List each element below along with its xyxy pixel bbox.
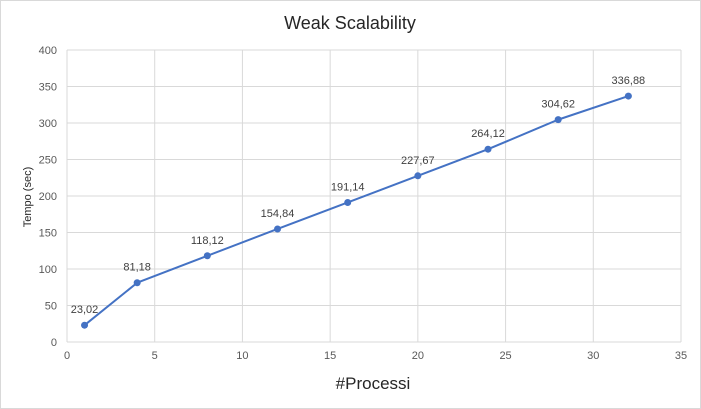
y-tick-label: 400 [39, 45, 57, 57]
y-axis-label: Tempo (sec) [22, 167, 34, 228]
data-point [554, 116, 562, 124]
y-axis-ticks: 0 50 100 150 200 250 300 350 400 [39, 45, 57, 349]
data-label: 227,67 [401, 155, 435, 167]
data-point [133, 279, 141, 287]
y-tick-label: 200 [39, 191, 57, 203]
data-point [274, 225, 282, 233]
y-tick-label: 100 [39, 264, 57, 276]
data-label: 191,14 [331, 181, 365, 193]
data-point [484, 145, 492, 153]
x-tick-label: 5 [152, 350, 158, 362]
data-point [414, 172, 422, 180]
x-tick-label: 0 [64, 350, 70, 362]
data-label: 81,18 [123, 262, 151, 274]
y-tick-label: 50 [45, 301, 57, 313]
gridlines [66, 49, 682, 343]
x-axis-label: #Processi [336, 374, 411, 393]
data-label: 264,12 [471, 128, 505, 140]
y-tick-label: 0 [51, 337, 57, 349]
y-tick-label: 150 [39, 228, 57, 240]
x-tick-label: 20 [412, 350, 424, 362]
data-point [81, 321, 89, 329]
series-layer [81, 92, 632, 329]
y-tick-label: 350 [39, 82, 57, 94]
x-tick-label: 15 [324, 350, 336, 362]
data-point [344, 198, 352, 206]
data-label: 336,88 [612, 75, 646, 87]
x-tick-label: 30 [587, 350, 599, 362]
data-label: 23,02 [71, 304, 99, 316]
x-tick-label: 35 [675, 350, 687, 362]
series-line [83, 95, 630, 327]
y-tick-label: 250 [39, 155, 57, 167]
data-point [624, 92, 632, 100]
data-labels: 23,02 81,18 118,12 154,84 191,14 227,67 264,12… [71, 75, 645, 316]
y-tick-label: 300 [39, 118, 57, 130]
data-label: 118,12 [191, 235, 224, 247]
x-tick-label: 10 [236, 350, 248, 362]
data-point [203, 252, 211, 260]
data-label: 154,84 [261, 208, 295, 220]
chart-title: Weak Scalability [284, 13, 416, 33]
x-axis-ticks: 0 5 10 15 20 25 30 35 [64, 350, 687, 362]
data-label: 304,62 [541, 99, 575, 111]
x-tick-label: 25 [499, 350, 511, 362]
